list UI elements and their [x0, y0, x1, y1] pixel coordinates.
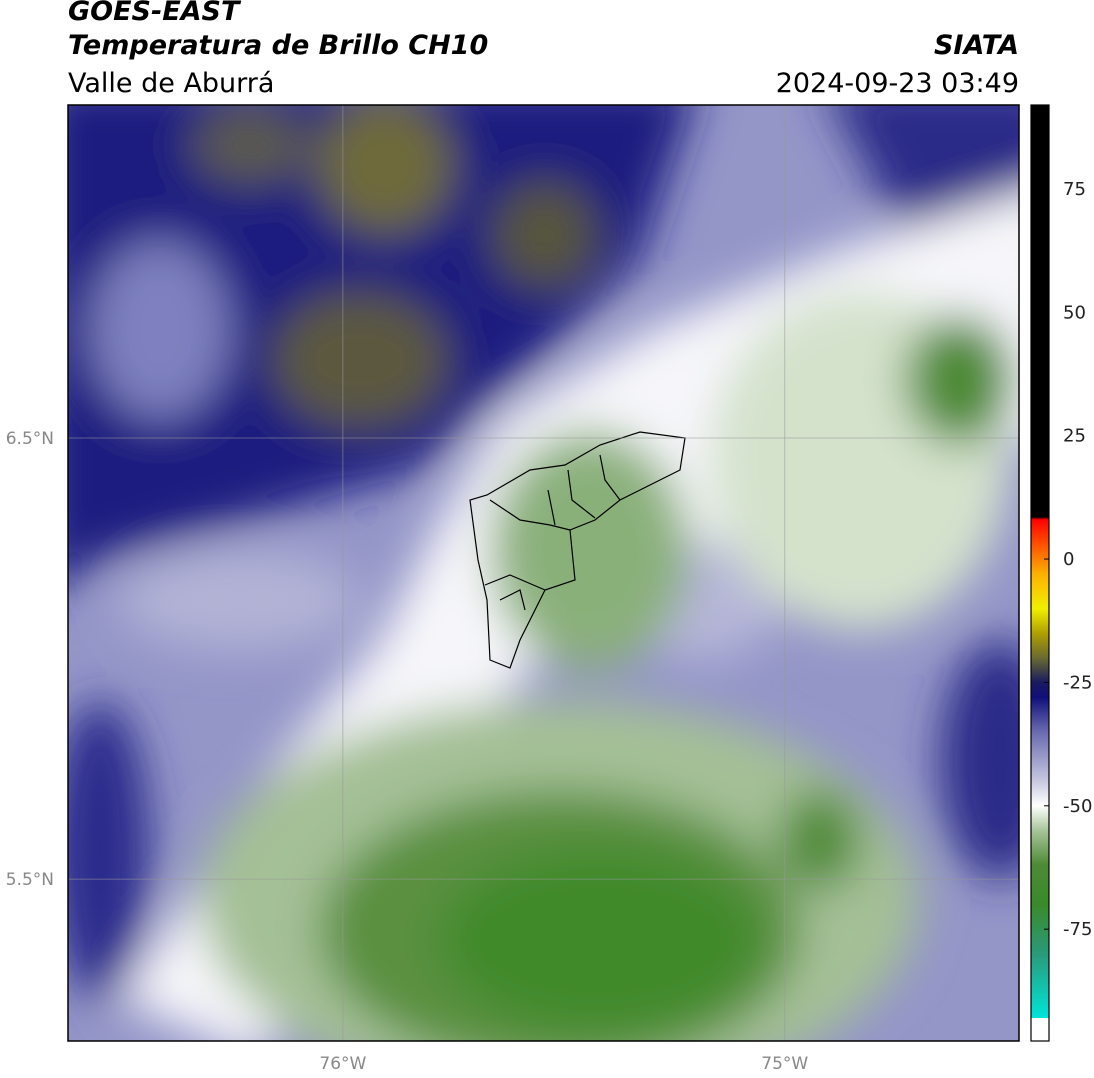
- graticule: [68, 105, 1019, 1041]
- timestamp: 2024-09-23 03:49: [776, 68, 1019, 99]
- colorbar-tick-label: 50: [1063, 302, 1086, 323]
- satellite-image: [68, 105, 1019, 1041]
- source: SIATA: [934, 30, 1019, 61]
- colorbar-tick-label: -50: [1063, 796, 1092, 817]
- colorbar-tick-label: -25: [1063, 672, 1092, 693]
- colorbar-tick-label: -75: [1063, 919, 1092, 940]
- subtitle: Temperatura de Brillo CH10: [68, 30, 488, 61]
- colorbar-tick-label: 25: [1063, 426, 1086, 447]
- colorbar: 75 50 25 0 -25 -50 -75: [1030, 104, 1092, 1042]
- title: GOES-EAST: [68, 0, 242, 27]
- lon-label: 76°W: [319, 1054, 366, 1074]
- colorbar-fill: [1031, 105, 1049, 1018]
- map-frame: [67, 104, 1020, 1042]
- colorbar-extension: [1031, 1018, 1049, 1041]
- colorbar-tick-label: 75: [1063, 179, 1086, 200]
- basin-outline: [469, 431, 686, 669]
- colorbar-frame: [1030, 104, 1050, 1042]
- lon-label: 75°W: [761, 1054, 808, 1074]
- lat-label: 6.5°N: [6, 429, 54, 449]
- lat-label: 5.5°N: [6, 870, 54, 890]
- colorbar-tick-label: 0: [1063, 549, 1074, 570]
- region: Valle de Aburrá: [68, 68, 274, 99]
